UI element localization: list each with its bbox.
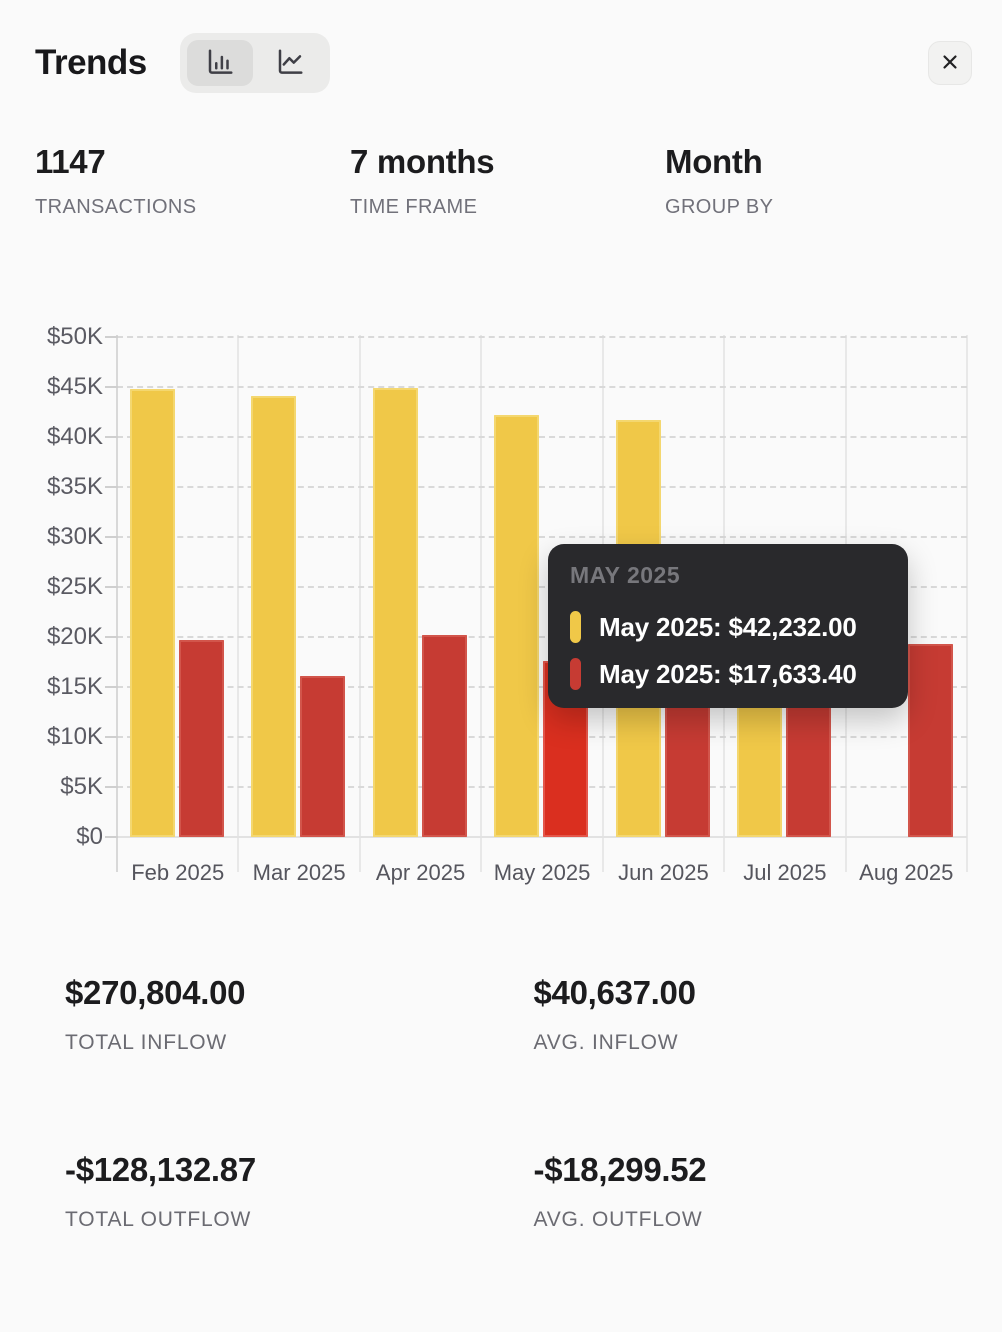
y-axis-tick xyxy=(105,586,118,588)
horizontal-gridline xyxy=(117,386,967,388)
bar-outflow-mar-2025[interactable] xyxy=(300,676,346,837)
avg-outflow-label: AVG. OUTFLOW xyxy=(533,1208,703,1231)
close-icon xyxy=(939,51,961,76)
tooltip-row: May 2025: $42,232.00 xyxy=(570,611,886,643)
tooltip-title: MAY 2025 xyxy=(570,562,681,588)
tooltip-series-value: May 2025: $17,633.40 xyxy=(599,658,857,689)
y-axis-label: $50K xyxy=(46,323,103,350)
y-axis-label: $5K xyxy=(60,773,103,800)
horizontal-gridline xyxy=(117,786,967,788)
line-chart-toggle-button[interactable] xyxy=(257,40,323,86)
summary-section: $270,804.00 TOTAL INFLOW $40,637.00 AVG.… xyxy=(0,974,1002,1232)
tooltip-row: May 2025: $17,633.40 xyxy=(570,658,886,690)
horizontal-gridline xyxy=(117,736,967,738)
trends-bar-chart: $0 $5K $10K $15K $20K $25K $30K $35K $40K $45K $50… xyxy=(0,317,1002,902)
y-axis-tick xyxy=(105,386,118,388)
close-button[interactable] xyxy=(928,41,972,85)
stats-row: 1147 TRANSACTIONS 7 months TIME FRAME Mo… xyxy=(0,143,1002,219)
avg-inflow: $40,637.00 AVG. INFLOW xyxy=(534,974,1002,1055)
bar-chart-icon xyxy=(205,47,235,80)
panel-header: Trends xyxy=(0,0,1002,93)
y-axis-label: $35K xyxy=(46,473,103,500)
line-chart-icon xyxy=(275,47,305,80)
stat-label: GROUP BY xyxy=(665,196,774,218)
avg-inflow-label: AVG. INFLOW xyxy=(533,1031,679,1054)
stat-label: TIME FRAME xyxy=(350,196,478,218)
inflow-summary-row: $270,804.00 TOTAL INFLOW $40,637.00 AVG.… xyxy=(65,974,1002,1055)
stat-value: 1147 xyxy=(35,143,106,180)
y-axis-label: $25K xyxy=(46,573,103,600)
vertical-gridline xyxy=(966,335,968,872)
y-axis-tick xyxy=(105,436,118,438)
x-axis-label: Apr 2025 xyxy=(375,860,466,885)
y-axis-label: $20K xyxy=(46,623,103,650)
stat-transactions: 1147 TRANSACTIONS xyxy=(35,143,350,219)
vertical-gridline xyxy=(237,335,240,872)
tooltip-series-swatch xyxy=(570,658,581,690)
x-axis-label: May 2025 xyxy=(493,860,591,885)
y-axis-label: $30K xyxy=(46,523,103,550)
stat-label: TRANSACTIONS xyxy=(35,196,197,218)
y-axis-label: $15K xyxy=(46,673,103,700)
total-outflow-value: -$128,132.87 xyxy=(65,1151,256,1188)
stat-value: 7 months xyxy=(350,143,495,180)
y-axis-tick xyxy=(105,636,118,638)
avg-inflow-value: $40,637.00 xyxy=(533,974,696,1011)
avg-outflow-value: -$18,299.52 xyxy=(533,1151,707,1188)
chart-tooltip: MAY 2025 May 2025: $42,232.00 May 2025: $… xyxy=(548,544,908,708)
bar-inflow-mar-2025[interactable] xyxy=(251,396,297,837)
y-axis-label: $40K xyxy=(46,423,103,450)
y-axis-tick xyxy=(105,786,118,788)
total-inflow-value: $270,804.00 xyxy=(65,974,246,1011)
horizontal-gridline xyxy=(117,486,967,488)
tooltip-series-swatch xyxy=(570,611,581,643)
bar-outflow-aug-2025[interactable] xyxy=(907,644,953,837)
y-axis-line xyxy=(116,335,118,872)
x-axis-label: Jun 2025 xyxy=(618,860,709,885)
bar-chart-toggle-button[interactable] xyxy=(186,40,253,86)
page-title: Trends xyxy=(35,43,147,82)
bar-outflow-feb-2025[interactable] xyxy=(179,640,224,837)
horizontal-gridline xyxy=(117,336,967,338)
y-axis-tick xyxy=(105,486,118,488)
stat-time-frame: 7 months TIME FRAME xyxy=(350,143,665,219)
y-axis-tick xyxy=(105,686,118,688)
y-axis-label: $0 xyxy=(76,823,103,850)
chart-type-toggle xyxy=(179,33,330,93)
y-axis-label: $45K xyxy=(46,373,103,400)
outflow-summary-row: -$128,132.87 TOTAL OUTFLOW -$18,299.52 A… xyxy=(65,1151,1002,1232)
horizontal-gridline xyxy=(117,686,967,688)
horizontal-gridline xyxy=(117,636,967,638)
stat-group-by: Month GROUP BY xyxy=(665,143,980,219)
horizontal-gridline xyxy=(117,836,967,838)
horizontal-gridline xyxy=(117,536,967,538)
vertical-gridline xyxy=(480,335,483,872)
stat-value: Month xyxy=(665,143,763,180)
y-axis-label: $10K xyxy=(46,723,103,750)
x-axis-label: Jul 2025 xyxy=(743,860,827,885)
x-axis-label: Feb 2025 xyxy=(131,860,225,885)
y-axis-tick xyxy=(105,536,118,538)
total-inflow: $270,804.00 TOTAL INFLOW xyxy=(65,974,534,1055)
bar-inflow-may-2025[interactable] xyxy=(494,414,540,837)
bar-inflow-apr-2025[interactable] xyxy=(372,387,418,837)
horizontal-gridline xyxy=(117,586,967,588)
total-inflow-label: TOTAL INFLOW xyxy=(65,1031,228,1054)
x-axis-label: Mar 2025 xyxy=(252,860,346,885)
y-axis-tick xyxy=(105,336,118,338)
tooltip-series-value: May 2025: $42,232.00 xyxy=(599,611,857,642)
avg-outflow: -$18,299.52 AVG. OUTFLOW xyxy=(534,1151,1002,1232)
bar-outflow-apr-2025[interactable] xyxy=(421,635,467,837)
x-axis-label: Aug 2025 xyxy=(859,860,954,885)
bar-inflow-feb-2025[interactable] xyxy=(130,389,175,837)
y-axis-tick xyxy=(105,736,118,738)
total-outflow-label: TOTAL OUTFLOW xyxy=(65,1208,252,1231)
total-outflow: -$128,132.87 TOTAL OUTFLOW xyxy=(65,1151,534,1232)
y-axis-tick xyxy=(105,836,118,838)
horizontal-gridline xyxy=(117,436,967,438)
vertical-gridline xyxy=(358,335,361,872)
